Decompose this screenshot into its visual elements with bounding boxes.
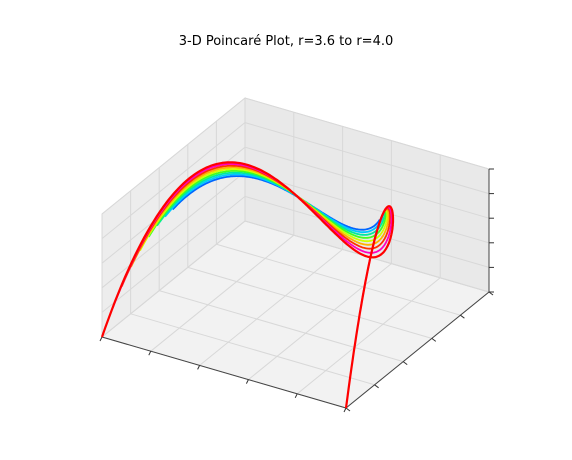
axes-ticks bbox=[99, 168, 494, 413]
y-axis-line bbox=[345, 291, 490, 409]
x-tick bbox=[245, 379, 249, 384]
series-curve-r-3.7 bbox=[156, 171, 386, 236]
chart-title: 3-D Poincaré Plot, r=3.6 to r=4.0 bbox=[178, 34, 394, 49]
y-tick bbox=[488, 291, 494, 296]
x-axis-line bbox=[101, 336, 347, 409]
y-tick bbox=[345, 407, 351, 412]
x-tick bbox=[294, 393, 298, 399]
grid-line-z bbox=[101, 97, 490, 215]
x-tick bbox=[197, 365, 201, 370]
y-tick bbox=[431, 337, 437, 342]
y-tick bbox=[402, 361, 408, 366]
series-curve-r-3.9 bbox=[120, 164, 392, 287]
y-tick bbox=[460, 314, 465, 319]
x-tick bbox=[148, 350, 152, 356]
x-tick bbox=[343, 407, 347, 413]
axes-panes bbox=[100, 96, 491, 409]
axes-grid bbox=[101, 97, 490, 409]
grid-line-y bbox=[244, 98, 490, 293]
y-tick bbox=[374, 384, 379, 389]
series-curve-r-4 bbox=[100, 161, 395, 409]
x-tick bbox=[99, 336, 103, 342]
series-curve-r-3.8 bbox=[139, 168, 389, 251]
series-curve-r-3.85 bbox=[130, 166, 390, 268]
series-curve-r-3.75 bbox=[147, 169, 387, 239]
attractor-curves bbox=[100, 161, 395, 409]
